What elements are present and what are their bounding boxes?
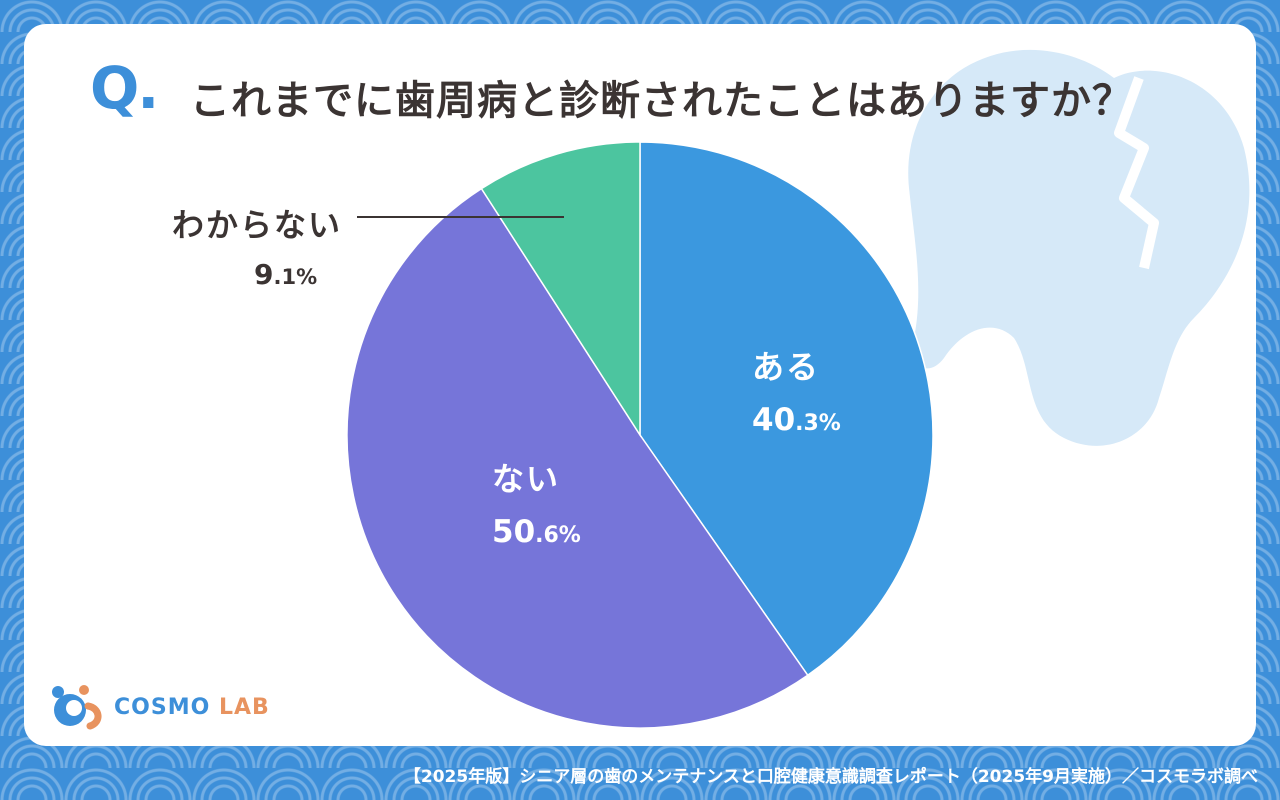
slice-label-wakaranai: わからない 9.1% [172, 200, 342, 291]
chart-title: これまでに歯周病と診断されたことはありますか？ [190, 78, 1133, 124]
pie-slice-1 [346, 187, 809, 729]
question-mark-label: Q. [90, 54, 159, 122]
slice-name: ない [492, 460, 561, 498]
slice-percent: 40.3% [752, 402, 841, 438]
pie-slice-0 [639, 141, 934, 677]
tooth-illustration [908, 49, 1250, 446]
pie-slice-2 [480, 141, 641, 438]
slice-percent: 9.1% [254, 258, 318, 291]
slice-percent: 50.6% [492, 514, 581, 550]
slice-label-nai: ない 50.6% [492, 454, 581, 550]
source-footer: 【2025年版】シニア層の歯のメンテナンスと口腔健康意識調査レポート（2025年… [403, 767, 1258, 787]
cosmo-lab-logo: COSMO LAB [48, 684, 270, 730]
logo-text: COSMO LAB [114, 694, 270, 720]
chart-card: Q. これまでに歯周病と診断されたことはありますか？ ある 40.3% ない 5… [24, 24, 1256, 746]
slice-name: わからない [172, 206, 343, 244]
slice-label-aru: ある 40.3% [752, 342, 841, 438]
slice-name: ある [752, 348, 821, 386]
cosmo-lab-logo-icon [52, 685, 102, 730]
pie-chart [346, 141, 934, 729]
